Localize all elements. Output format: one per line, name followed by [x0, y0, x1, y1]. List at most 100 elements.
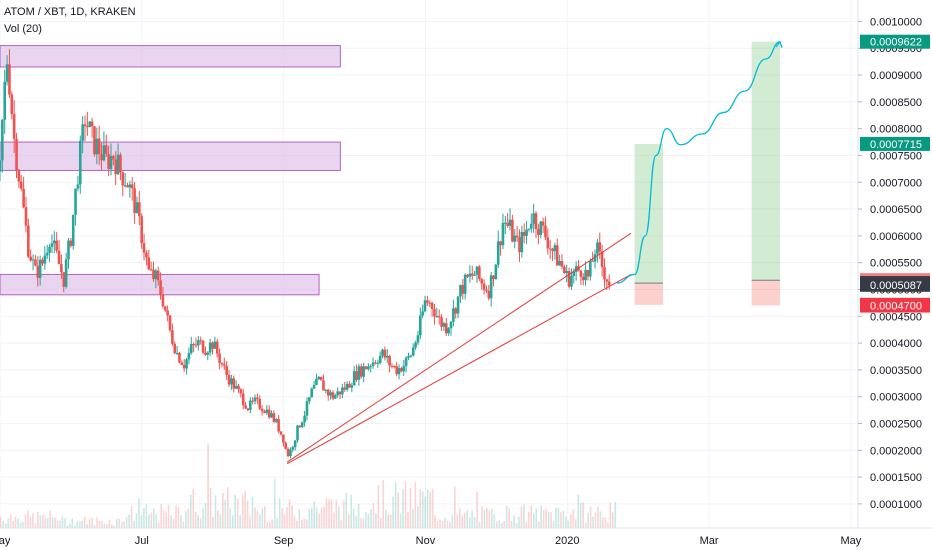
volume-bar	[298, 509, 301, 528]
candle-body	[478, 266, 481, 280]
price-tag-4	[860, 277, 930, 292]
volume-bar	[264, 506, 266, 528]
volume-bar	[108, 519, 111, 528]
candle-body	[390, 365, 394, 367]
candle-body	[149, 269, 153, 271]
symbol-label[interactable]: ATOM / XBT, 1D, KRAKEN	[4, 6, 136, 18]
volume-bar	[145, 504, 148, 528]
volume-bar	[286, 506, 288, 528]
candle-body	[572, 271, 576, 277]
volume-bar	[24, 514, 27, 528]
candle-body	[589, 260, 592, 277]
candle-body	[414, 342, 417, 348]
candle-body	[171, 330, 174, 344]
volume-bar	[278, 498, 281, 528]
volume-bar	[96, 517, 98, 528]
volume-bar	[434, 515, 436, 528]
candle-body	[86, 126, 89, 128]
candle-body	[324, 389, 328, 391]
candle-body	[393, 366, 396, 368]
volume-bar	[239, 514, 241, 528]
volume-bar	[609, 502, 612, 528]
volume-bar	[347, 514, 350, 528]
volume-bar	[32, 513, 34, 528]
candle-body	[90, 121, 94, 127]
volume-bar	[81, 521, 84, 528]
candle-body	[0, 160, 2, 172]
volume-bar	[2, 520, 5, 528]
price-tag-1	[860, 136, 930, 151]
candle-body	[459, 285, 462, 297]
candle-body	[522, 232, 526, 236]
volume-bar	[530, 505, 533, 528]
candle-body	[67, 240, 70, 260]
candle-body	[343, 387, 347, 390]
candle-body	[116, 154, 120, 175]
candle-body	[395, 366, 398, 375]
volume-bar	[417, 506, 419, 528]
volume-bar	[273, 479, 276, 528]
candle-body	[359, 366, 363, 377]
candle-body	[121, 172, 125, 186]
candle-body	[558, 261, 561, 266]
candle-body	[409, 355, 413, 357]
candle-body	[284, 442, 288, 449]
candle-body	[138, 202, 141, 217]
volume-bar	[409, 487, 412, 528]
volume-bar	[303, 518, 306, 528]
volume-bar	[451, 514, 454, 528]
candle-body	[428, 302, 432, 304]
candle-body	[123, 185, 127, 187]
candle-body	[34, 259, 37, 266]
volume-bar	[498, 520, 501, 528]
volume-bar	[204, 503, 207, 528]
volume-bar	[355, 515, 357, 528]
volume-bar	[313, 501, 315, 528]
volume-bar	[550, 512, 552, 528]
volume-bar	[491, 509, 493, 528]
candle-body	[274, 419, 278, 422]
candle-body	[520, 232, 524, 253]
candle-body	[180, 362, 184, 365]
candle-body	[596, 242, 599, 255]
candle-body	[31, 259, 35, 261]
candle-body	[95, 138, 99, 155]
volume-bar	[594, 512, 597, 528]
volume-label[interactable]: Vol (20)	[4, 23, 42, 35]
volume-bar	[399, 513, 402, 528]
candle-body	[376, 363, 380, 365]
volume-bar	[305, 519, 308, 528]
candle-body	[400, 368, 403, 372]
candle-body	[43, 255, 47, 264]
volume-bar	[219, 514, 222, 528]
candle-body	[525, 229, 528, 236]
x-tick-label: Sep	[274, 535, 294, 547]
position-stop-1	[751, 280, 780, 306]
volume-bar	[106, 524, 108, 528]
volume-bar	[88, 519, 91, 528]
volume-bar	[34, 523, 37, 528]
volume-bar	[180, 515, 182, 528]
volume-bar	[4, 523, 7, 528]
volume-bar	[259, 514, 261, 528]
volume-bar	[614, 501, 617, 528]
candle-body	[166, 310, 169, 316]
x-tick-label: May	[0, 535, 11, 547]
candle-body	[336, 391, 339, 396]
projection-arrow	[775, 40, 783, 49]
volume-bar	[217, 510, 219, 528]
candle-body	[341, 387, 344, 395]
volume-bar	[61, 516, 64, 528]
candle-body	[8, 64, 11, 95]
candle-body	[192, 344, 195, 346]
volume-bar	[155, 514, 158, 528]
candle-body	[487, 290, 491, 299]
volume-bar	[384, 509, 387, 528]
volume-bar	[439, 519, 441, 528]
candle-body	[298, 425, 302, 428]
candle-body	[107, 153, 110, 169]
candle-body	[378, 355, 382, 364]
volume-bar	[111, 524, 113, 528]
volume-bar	[552, 520, 555, 528]
